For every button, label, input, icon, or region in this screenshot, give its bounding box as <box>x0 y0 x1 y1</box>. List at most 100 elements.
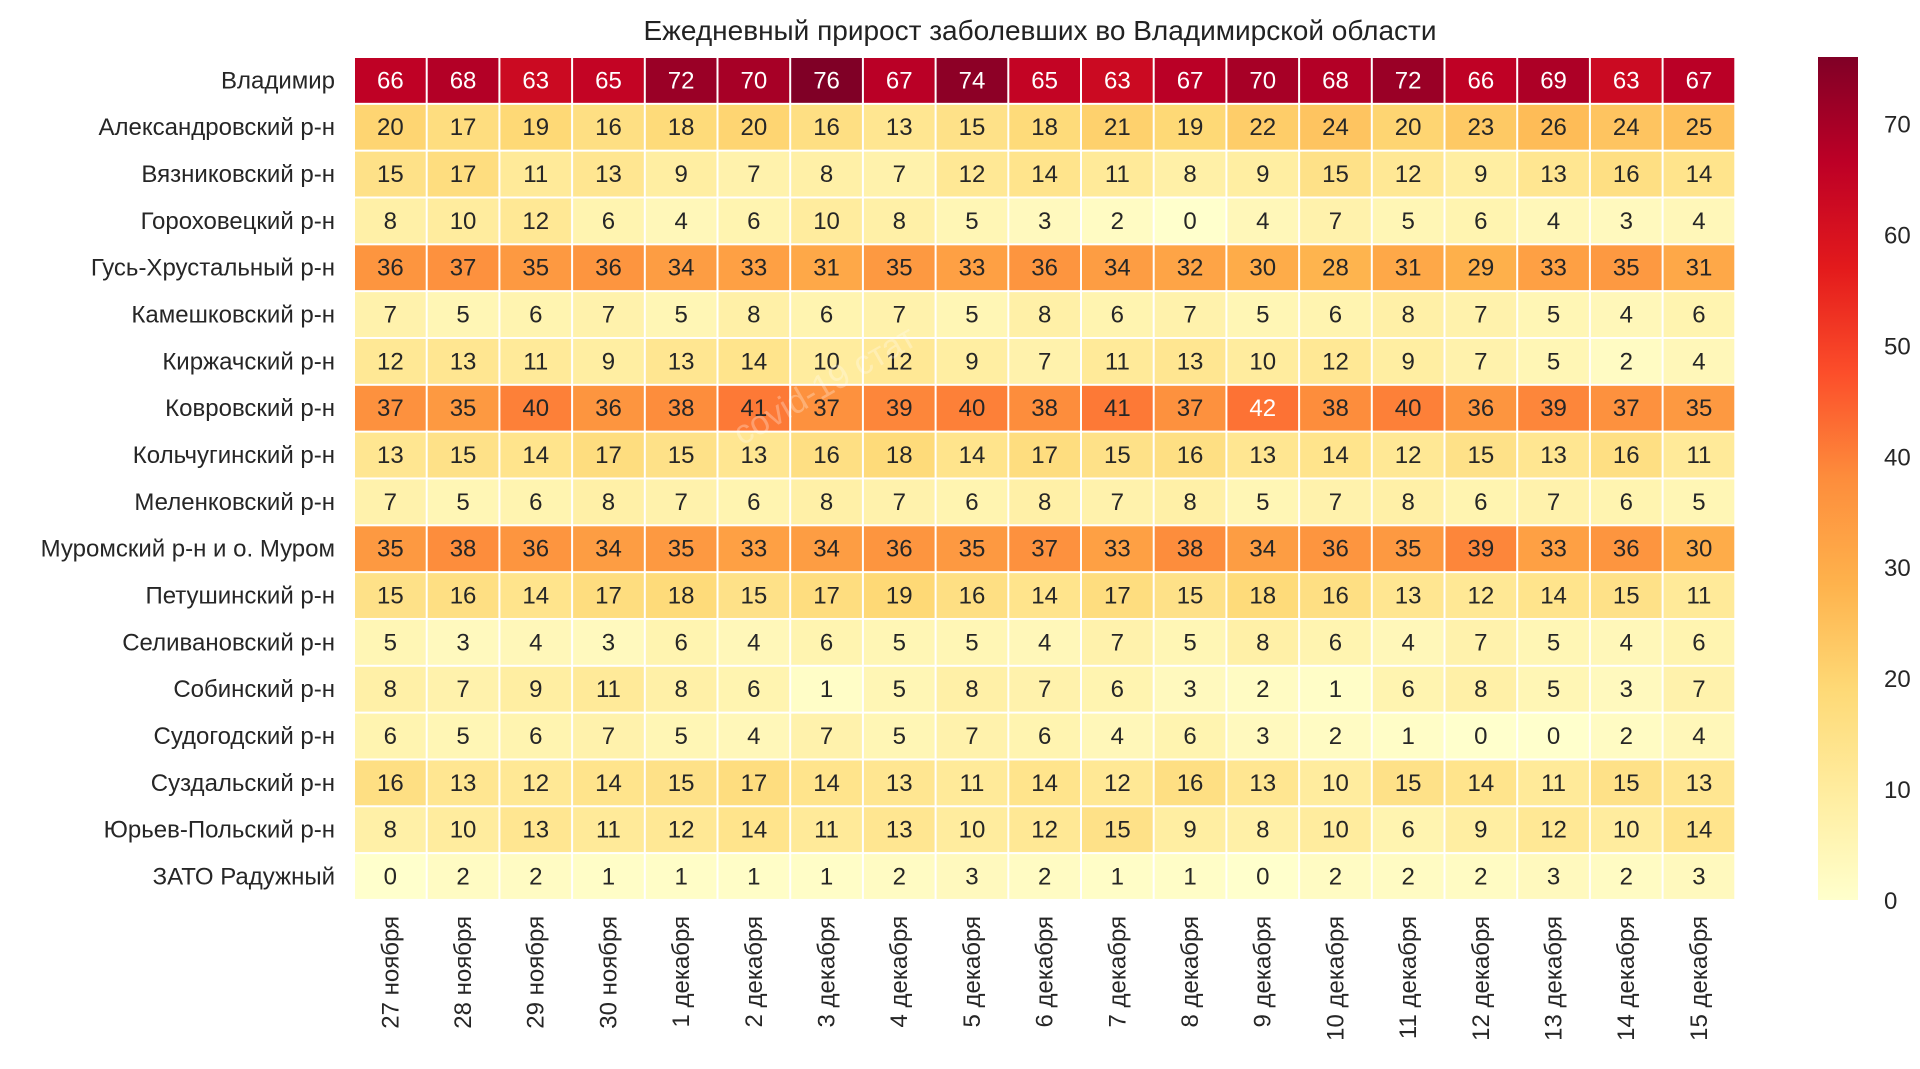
heatmap-cell <box>645 245 717 291</box>
heatmap-cell <box>863 526 935 572</box>
heatmap-cell <box>1009 526 1080 572</box>
heatmap-cell <box>645 760 717 806</box>
cell-value-label: 12 <box>1031 817 1058 844</box>
cell-value-label: 34 <box>595 536 622 563</box>
heatmap-cell <box>1300 526 1371 572</box>
cell-value-label: 13 <box>1177 348 1204 375</box>
heatmap-cell <box>1154 104 1226 150</box>
row-label: Гороховецкий р-н <box>141 208 335 235</box>
heatmap-cell <box>427 385 499 431</box>
heatmap-cell <box>1082 760 1153 806</box>
cell-value-label: 66 <box>377 67 404 94</box>
heatmap-cell <box>1590 58 1662 103</box>
heatmap-cell <box>863 292 935 337</box>
cell-value-label: 8 <box>820 489 833 516</box>
heatmap-cell <box>936 619 1008 665</box>
cell-value-label: 14 <box>813 770 840 797</box>
cell-value-label: 1 <box>1401 723 1414 750</box>
colorbar: 0 10 20 30 40 50 60 70 <box>1818 57 1911 915</box>
heatmap-cell <box>1227 854 1299 899</box>
cell-value-label: 19 <box>522 114 549 141</box>
cell-value-label: 7 <box>820 723 833 750</box>
heatmap-cell <box>355 58 426 103</box>
cell-value-label: 9 <box>602 348 615 375</box>
heatmap-cell <box>1518 292 1589 337</box>
heatmap-cell <box>1372 151 1444 197</box>
heatmap-cell <box>355 573 426 618</box>
heatmap-cell <box>1009 245 1080 291</box>
heatmap-cell <box>427 292 499 337</box>
colorbar-gradient <box>1818 57 1858 900</box>
cell-value-label: 7 <box>893 161 906 188</box>
cell-value-label: 13 <box>886 817 913 844</box>
cell-value-label: 5 <box>456 723 469 750</box>
heatmap-cell <box>1663 198 1735 244</box>
heatmap-cell <box>791 713 862 759</box>
heatmap-cell <box>718 713 790 759</box>
heatmap-cell <box>936 385 1008 431</box>
cell-value-label: 40 <box>522 395 549 422</box>
cell-value-label: 16 <box>813 114 840 141</box>
heatmap-cell <box>791 292 862 337</box>
cell-value-label: 6 <box>1329 302 1342 329</box>
heatmap-cell <box>1300 104 1371 150</box>
cell-value-label: 6 <box>747 676 760 703</box>
cell-value-label: 6 <box>747 208 760 235</box>
heatmap-cell <box>1300 151 1371 197</box>
cell-value-label: 4 <box>1692 348 1705 375</box>
heatmap-cell <box>718 807 790 853</box>
heatmap-cell <box>718 666 790 712</box>
heatmap-cell <box>1009 104 1080 150</box>
cell-value-label: 9 <box>1183 817 1196 844</box>
cell-value-label: 11 <box>1686 583 1711 610</box>
heatmap-cell <box>1227 385 1299 431</box>
heatmap-cell <box>427 854 499 899</box>
heatmap-cell <box>1227 292 1299 337</box>
cell-value-label: 6 <box>1474 208 1487 235</box>
column-labels: 27 ноября 28 ноября 29 ноября 30 ноября 1 де… <box>377 916 1713 1041</box>
heatmap-cell <box>1300 713 1371 759</box>
cell-value-label: 33 <box>959 255 986 282</box>
heatmap-cells: 66 68 63 65 72 70 76 67 74 65 63 67 70 68 72 66 69 63 6720… <box>355 58 1735 899</box>
heatmap-cell <box>1518 760 1589 806</box>
heatmap-cell <box>718 58 790 103</box>
cell-value-label: 9 <box>1256 161 1269 188</box>
heatmap-cell <box>355 479 426 525</box>
heatmap-cell <box>1300 666 1371 712</box>
colorbar-tick-label: 60 <box>1884 222 1911 249</box>
heatmap-cell <box>1300 619 1371 665</box>
cell-value-label: 15 <box>450 442 477 469</box>
cell-value-label: 11 <box>1105 161 1130 188</box>
heatmap-cell <box>1082 432 1153 478</box>
heatmap-cell <box>863 619 935 665</box>
heatmap-cell <box>1590 479 1662 525</box>
row-label: Гусь-Хрустальный р-н <box>91 255 335 282</box>
heatmap-cell <box>1009 151 1080 197</box>
heatmap-cell <box>1227 245 1299 291</box>
cell-value-label: 17 <box>450 161 477 188</box>
heatmap-cell <box>500 338 572 384</box>
column-label: 5 декабря <box>959 916 986 1028</box>
heatmap-cell <box>573 292 644 337</box>
heatmap-cell <box>1009 432 1080 478</box>
cell-value-label: 4 <box>1111 723 1124 750</box>
heatmap-cell <box>1300 58 1371 103</box>
cell-value-label: 18 <box>668 583 695 610</box>
heatmap-cell <box>645 807 717 853</box>
heatmap-cell <box>645 385 717 431</box>
cell-value-label: 33 <box>740 255 767 282</box>
cell-value-label: 35 <box>668 536 695 563</box>
row-label: Вязниковский р-н <box>141 161 335 188</box>
heatmap-cell <box>718 760 790 806</box>
heatmap-cell <box>645 573 717 618</box>
cell-value-label: 42 <box>1249 395 1276 422</box>
cell-value-label: 19 <box>1177 114 1204 141</box>
row-label: ЗАТО Радужный <box>153 864 335 891</box>
cell-value-label: 7 <box>893 302 906 329</box>
heatmap-cell <box>1518 854 1589 899</box>
heatmap-cell <box>1518 666 1589 712</box>
cell-value-label: 6 <box>1111 676 1124 703</box>
cell-value-label: 3 <box>456 629 469 656</box>
heatmap-cell <box>1590 713 1662 759</box>
heatmap-cell <box>500 245 572 291</box>
